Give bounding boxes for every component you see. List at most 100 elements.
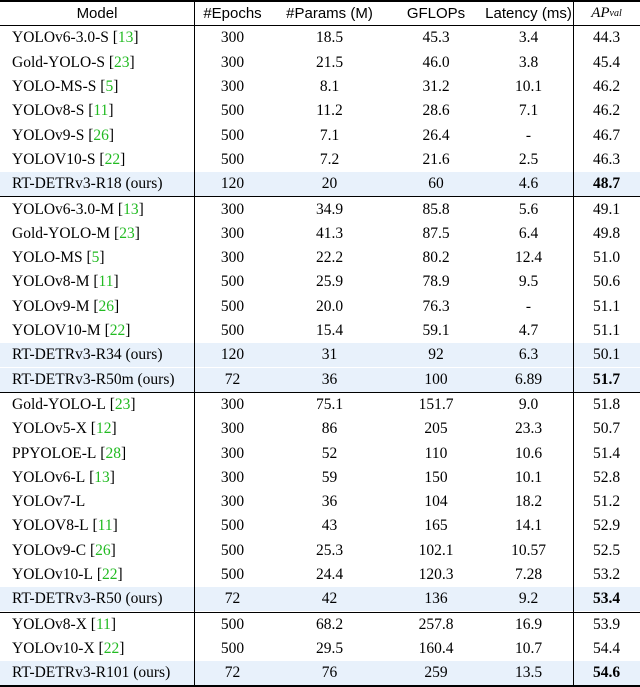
table-row: YOLOv6-3.0-S [13] 300 18.5 45.3 3.4 44.3 [0, 26, 640, 50]
citation-link[interactable]: 13 [123, 200, 139, 218]
citation-link[interactable]: 13 [117, 29, 134, 47]
gflops-cell: 160.4 [418, 639, 454, 657]
epochs-cell: 300 [220, 224, 245, 242]
citation-link[interactable]: 23 [114, 53, 130, 71]
citation-link[interactable]: 5 [105, 78, 114, 96]
epochs-cell: 300 [220, 53, 245, 71]
ref-open-bracket: [ [96, 444, 106, 462]
citation-link[interactable]: 22 [101, 566, 118, 584]
latency-cell: 14.1 [514, 517, 543, 535]
gflops-cell: 120.3 [418, 566, 454, 584]
table-row: YOLOv10-L [22] 500 24.4 120.3 7.28 53.2 [0, 563, 640, 587]
epochs-cell: 300 [220, 468, 245, 486]
table-row: YOLOv7-L 300 36 104 18.2 51.2 [0, 490, 640, 514]
gflops-cell: 259 [424, 664, 448, 682]
epochs-cell: 500 [220, 297, 245, 315]
citation-link[interactable]: 26 [95, 541, 111, 559]
ref-open-bracket: [ [105, 395, 115, 413]
ref-open-bracket: [ [86, 420, 96, 438]
citation-link[interactable]: 26 [98, 297, 115, 315]
ap-cell: 45.4 [592, 53, 621, 71]
table-row: YOLOv8-S [11] 500 11.2 28.6 7.1 46.2 [0, 99, 640, 123]
ap-cell: 51.1 [592, 297, 621, 315]
model-name: RT-DETRv3-R34 (ours) [12, 346, 163, 364]
citation-link[interactable]: 11 [98, 273, 114, 291]
model-name-cell: YOLOv5-X [12] [12, 417, 117, 441]
latency-cell: 4.7 [518, 322, 539, 340]
citation-link[interactable]: 11 [93, 102, 109, 120]
model-name: YOLOv5-X [12, 420, 87, 438]
citation-link[interactable]: 11 [95, 615, 111, 633]
latency-cell: 10.6 [514, 444, 543, 462]
ap-cell: 46.2 [592, 102, 621, 120]
params-cell: 7.1 [319, 126, 340, 144]
model-name: YOLOv8-X [12, 615, 87, 633]
citation-link[interactable]: 12 [95, 420, 112, 438]
ref-open-bracket: [ [82, 249, 92, 267]
latency-cell: 3.4 [518, 29, 539, 47]
ap-cell: 46.3 [592, 150, 621, 168]
citation-link[interactable]: 26 [93, 126, 109, 144]
gflops-cell: 110 [424, 444, 448, 462]
model-name-cell: YOLOv6-L [13] [12, 466, 115, 490]
epochs-cell: 300 [220, 200, 245, 218]
latency-cell: 16.9 [514, 615, 543, 633]
epochs-cell: 500 [220, 639, 245, 657]
model-name-cell: Gold-YOLO-S [23] [12, 51, 135, 75]
ref-close-bracket: ] [109, 468, 115, 486]
latency-cell: 10.7 [514, 639, 543, 657]
ref-open-bracket: [ [108, 29, 118, 47]
citation-link[interactable]: 22 [103, 639, 120, 657]
ref-close-bracket: ] [134, 224, 140, 242]
epochs-cell: 500 [220, 566, 245, 584]
model-name-cell: YOLOv10-X [22] [12, 637, 124, 661]
ref-close-bracket: ] [129, 53, 135, 71]
table-row-ours: RT-DETRv3-R18 (ours) 120 20 60 4.6 48.7 [0, 172, 640, 197]
params-cell: 20 [321, 175, 338, 193]
gflops-cell: 85.8 [422, 200, 450, 218]
citation-link[interactable]: 28 [105, 444, 121, 462]
epochs-cell: 500 [220, 102, 245, 120]
table-row: Gold-YOLO-L [23] 300 75.1 151.7 9.0 51.8 [0, 393, 640, 417]
model-name: YOLOV10-S [12, 150, 96, 168]
epochs-cell: 300 [220, 249, 245, 267]
ap-cell: 49.1 [592, 200, 621, 218]
model-name: YOLO-MS-S [12, 78, 97, 96]
model-name: Gold-YOLO-L [12, 395, 106, 413]
ap-cell: 51.8 [592, 395, 621, 413]
table-row: YOLOv9-M [26] 500 20.0 76.3 - 51.1 [0, 295, 640, 319]
gflops-cell: 60 [428, 175, 444, 193]
latency-cell: 6.3 [518, 346, 539, 364]
citation-link[interactable]: 23 [114, 395, 131, 413]
latency-cell: 6.4 [518, 224, 539, 242]
epochs-cell: 72 [224, 590, 241, 608]
model-name: RT-DETRv3-R101 (ours) [12, 664, 171, 682]
citation-link[interactable]: 23 [119, 224, 135, 242]
model-name-cell: YOLOv8-X [11] [12, 613, 116, 637]
params-cell: 15.4 [315, 322, 344, 340]
params-cell: 76 [321, 664, 338, 682]
model-name-cell: YOLOv8-S [11] [12, 99, 114, 123]
latency-cell: 5.6 [518, 200, 539, 218]
model-name-cell: YOLOv8-M [11] [12, 270, 119, 294]
model-name-cell: YOLO-MS-S [5] [12, 75, 118, 99]
citation-link[interactable]: 5 [91, 249, 100, 267]
ap-cell: 51.0 [592, 249, 621, 267]
gflops-cell: 28.6 [422, 102, 450, 120]
citation-link[interactable]: 22 [104, 150, 121, 168]
gflops-cell: 136 [424, 590, 448, 608]
model-name-cell: Gold-YOLO-L [23] [12, 393, 136, 417]
citation-link[interactable]: 22 [109, 322, 126, 340]
gflops-cell: 165 [424, 517, 448, 535]
header-row: Model #Epochs #Params (M) GFLOPs Latency (ms… [0, 1, 640, 25]
ref-open-bracket: [ [100, 322, 110, 340]
params-cell: 75.1 [315, 395, 344, 413]
table-row: YOLOv8-M [11] 500 25.9 78.9 9.5 50.6 [0, 270, 640, 294]
params-cell: 20.0 [315, 297, 344, 315]
model-name: YOLOv6-3.0-S [12, 29, 109, 47]
ref-close-bracket: ] [112, 517, 118, 535]
gflops-cell: 150 [424, 468, 448, 486]
citation-link[interactable]: 13 [94, 468, 110, 486]
citation-link[interactable]: 11 [97, 517, 113, 535]
